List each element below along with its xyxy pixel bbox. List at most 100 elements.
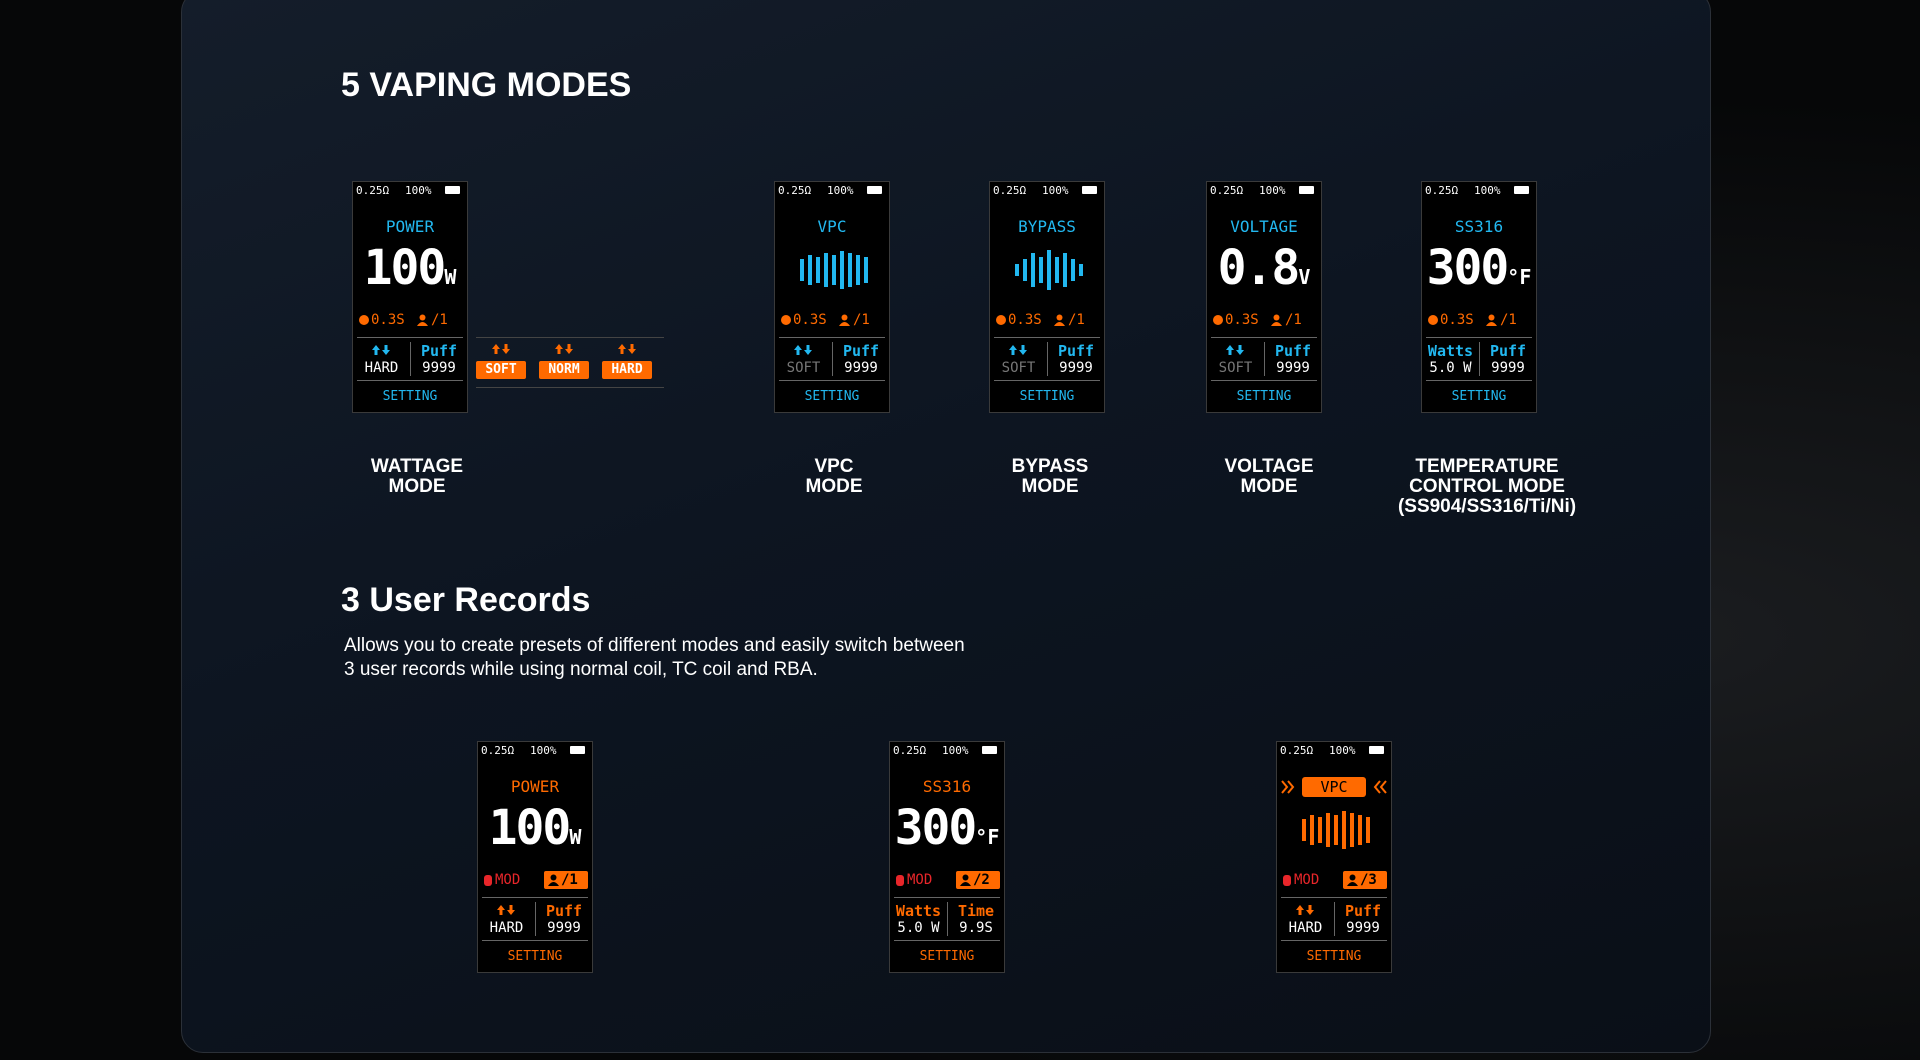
hardness-icon [497, 905, 515, 915]
divider [994, 380, 1100, 381]
lock-icon [896, 875, 904, 886]
battery-icon [1299, 186, 1314, 194]
user-box: /2 [956, 871, 1000, 889]
battery-icon [1082, 186, 1097, 194]
left-value: HARD [489, 920, 524, 936]
device-screen: 0.25Ω 100% SS316 300°F MOD/2 Watts 5.0 W Time 9.… [889, 741, 1005, 973]
left-value: HARD [1288, 920, 1323, 936]
description-line: 3 user records while using normal coil, … [344, 659, 818, 680]
clock-icon [1213, 315, 1223, 325]
mod: MOD [907, 872, 933, 888]
unit: V [1298, 265, 1311, 289]
battery-icon [982, 746, 997, 754]
user: /1 [431, 312, 448, 328]
divider [410, 342, 411, 376]
mode-label: WATTAGE MODE [297, 457, 537, 497]
battery: 100% [942, 744, 969, 757]
left-value: HARD [364, 360, 399, 376]
divider [894, 940, 1000, 941]
clock-icon [1428, 315, 1438, 325]
divider [779, 380, 885, 381]
right-value: 9999 [844, 360, 878, 376]
resistance: 0.25Ω [778, 184, 812, 197]
user: /1 [1500, 312, 1517, 328]
setting: SETTING [1451, 389, 1507, 404]
mode-name: VPC [1302, 777, 1366, 797]
divider [1047, 342, 1048, 376]
hardness-icon [794, 345, 812, 355]
device-screen: 0.25Ω 100% VPC 0.3S/1 SOFT Puff 9999 SETTING [774, 181, 890, 413]
divider [1211, 380, 1317, 381]
hardness-icon [618, 344, 636, 354]
mode-label-line: WATTAGE [370, 456, 464, 477]
mode-label-line: MODE [1021, 476, 1079, 497]
user-icon [548, 874, 559, 886]
setting: SETTING [507, 949, 563, 964]
divider [1211, 337, 1317, 338]
lock-icon [1283, 875, 1291, 886]
mode-label-line: (SS904/SS316/Ti/Ni) [1397, 496, 1577, 517]
battery-icon [1514, 186, 1529, 194]
battery: 100% [405, 184, 432, 197]
device-screen: 0.25Ω 100% SS316 300°F 0.3S/1 Watts 5.0 W Puff 9… [1421, 181, 1537, 413]
hardness-icon [492, 344, 510, 354]
mode-label: BYPASS MODE [930, 457, 1170, 497]
user: /1 [561, 872, 578, 888]
value: 100 [488, 800, 572, 856]
mode-name: VPC [817, 217, 847, 236]
user-icon [960, 874, 971, 886]
battery-icon [1369, 746, 1384, 754]
mode-label-line: CONTROL MODE [1409, 476, 1565, 497]
mode-label-line: MODE [805, 476, 863, 497]
right-label: Time [957, 902, 995, 920]
value: 0.8 [1217, 240, 1301, 296]
mode-name: VOLTAGE [1230, 217, 1298, 236]
mode-name: POWER [510, 777, 560, 796]
description: Allows you to create presets of differen… [344, 634, 965, 682]
user-icon [1486, 314, 1497, 326]
user-icon [1271, 314, 1282, 326]
device-screen: 0.25Ω 100% POWER 100W MOD/1 HARD Puff 9999 SETTI… [477, 741, 593, 973]
mode-label-line: TEMPERATURE [1415, 456, 1559, 477]
mode-label: VPC MODE [714, 457, 954, 497]
unit: W [444, 265, 457, 289]
right-label: Puff [1489, 342, 1527, 360]
right-label: Puff [1057, 342, 1095, 360]
battery: 100% [530, 744, 557, 757]
right-label: Puff [420, 342, 458, 360]
value-row: 300°F [890, 800, 1004, 856]
resistance: 0.25Ω [1210, 184, 1244, 197]
divider [1426, 380, 1532, 381]
left-value: SOFT [786, 360, 821, 376]
mode-name: SS316 [1454, 217, 1504, 236]
battery: 100% [827, 184, 854, 197]
user-icon [1054, 314, 1065, 326]
setting: SETTING [1306, 949, 1362, 964]
divider [779, 337, 885, 338]
resistance: 0.25Ω [356, 184, 390, 197]
hardness-option: SOFT [476, 361, 526, 379]
hardness-icon [555, 344, 573, 354]
unit: °F [975, 825, 1000, 849]
clock-icon [996, 315, 1006, 325]
mode-name: POWER [385, 217, 435, 236]
clock-icon [359, 315, 369, 325]
mod: MOD [1294, 872, 1320, 888]
unit: W [569, 825, 582, 849]
time: 0.3S [1008, 312, 1042, 328]
divider [357, 380, 463, 381]
panel: 5 VAPING MODES 3 User Records Allows you… [181, 0, 1711, 1053]
divider [994, 337, 1100, 338]
divider [1479, 342, 1480, 376]
hardness-option: NORM [539, 361, 589, 379]
right-value: 9.9S [959, 920, 993, 936]
left-label: Watts [895, 902, 942, 920]
setting: SETTING [1019, 389, 1075, 404]
value: 100 [363, 240, 447, 296]
resistance: 0.25Ω [481, 744, 515, 757]
mode-label: TEMPERATURE CONTROL MODE (SS904/SS316/Ti/N… [1367, 457, 1607, 517]
mode-label-line: MODE [1240, 476, 1298, 497]
divider [1426, 337, 1532, 338]
battery: 100% [1259, 184, 1286, 197]
